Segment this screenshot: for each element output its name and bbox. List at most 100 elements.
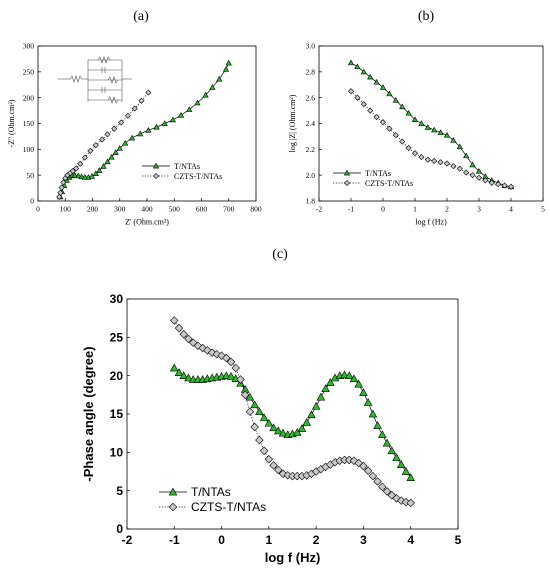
data-point: [292, 427, 302, 436]
data-point: [392, 132, 399, 139]
data-point: [401, 497, 411, 507]
data-point: [77, 160, 84, 167]
data-point: [349, 456, 359, 465]
data-point: [153, 123, 160, 130]
data-point: [264, 418, 274, 427]
data-point: [138, 97, 145, 104]
panel-label-b: (b): [418, 9, 435, 24]
x-tick-label: 700: [223, 205, 235, 214]
data-point: [184, 373, 193, 382]
plot-frame: [318, 45, 544, 202]
x-tick-label: 1: [266, 533, 273, 547]
data-point: [193, 341, 203, 350]
data-point: [373, 114, 380, 121]
data-point: [92, 142, 99, 149]
data-point: [354, 379, 364, 388]
data-point: [250, 400, 259, 409]
data-point: [344, 371, 354, 380]
x-axis-label: Z' (Ohm.cm²): [125, 218, 169, 227]
data-point: [69, 168, 76, 175]
data-point: [495, 181, 502, 188]
data-point: [469, 161, 476, 168]
data-point: [359, 461, 368, 471]
data-point: [307, 410, 316, 419]
data-point: [118, 119, 125, 126]
y-tick-label: 25: [110, 331, 124, 345]
data-point: [386, 90, 393, 97]
data-point: [437, 129, 444, 135]
data-point: [169, 116, 176, 123]
data-point: [170, 316, 179, 325]
data-point: [71, 171, 78, 178]
data-point: [378, 482, 387, 492]
y-tick-label: 0: [116, 522, 123, 536]
legend-label: T/NTAs: [191, 485, 231, 499]
x-tick-label: 600: [196, 205, 208, 214]
x-tick-label: -1: [348, 205, 354, 214]
x-axis-label: log f (Hz): [265, 550, 321, 565]
data-point: [463, 169, 470, 176]
data-point: [507, 183, 515, 190]
data-point: [363, 398, 373, 406]
data-point: [297, 424, 307, 432]
x-tick-label: 800: [250, 205, 262, 214]
y-tick-label: 300: [23, 42, 35, 51]
x-axis-label: log f (Hz): [415, 218, 447, 227]
x-tick-label: 0: [381, 205, 385, 214]
data-point: [104, 158, 111, 165]
data-point: [73, 165, 80, 172]
data-point: [240, 390, 250, 400]
data-point: [57, 189, 64, 196]
data-point: [386, 125, 393, 132]
data-point: [396, 460, 406, 468]
panel-label-a: (a): [133, 9, 149, 24]
data-point: [399, 103, 406, 110]
data-point: [87, 147, 94, 154]
data-point: [259, 446, 269, 456]
y-tick-label: 10: [110, 446, 124, 460]
y-axis-label: log |Z| (Ohm.cm²): [288, 94, 297, 152]
data-point: [274, 426, 283, 435]
data-point: [482, 177, 489, 184]
y-tick-label: 2.6: [306, 93, 316, 102]
data-point: [56, 193, 63, 200]
legend-label: CZTS-T/NTAs: [191, 500, 266, 514]
legend-marker: [168, 502, 178, 512]
data-point: [316, 392, 326, 401]
y-tick-label: 0: [30, 197, 34, 206]
x-tick-label: 2: [445, 205, 449, 214]
y-tick-label: 5: [116, 484, 123, 498]
data-point: [131, 105, 138, 112]
y-tick-label: 2.0: [306, 171, 316, 180]
y-tick-label: 2.2: [306, 145, 316, 154]
data-point: [302, 418, 311, 426]
data-point: [456, 143, 463, 150]
data-point: [431, 157, 438, 164]
data-point: [169, 363, 179, 372]
legend-label: CZTS-T/NTAs: [174, 172, 222, 181]
data-point: [245, 407, 255, 416]
data-point: [194, 99, 201, 106]
data-point: [186, 106, 193, 112]
bode-phase-plot: -2 -1 0 1 2 3 4 5 0 5 10 15 20 25 30 log f (Hz) -Phase a…: [81, 292, 462, 565]
data-point: [379, 84, 387, 90]
data-point: [278, 469, 288, 479]
data-point: [321, 384, 330, 393]
data-point: [387, 491, 397, 500]
data-point: [122, 139, 129, 146]
data-point: [405, 109, 412, 116]
data-point: [456, 165, 463, 172]
data-point: [401, 467, 411, 475]
data-point: [174, 368, 184, 376]
x-tick-label: 1: [413, 205, 417, 214]
data-point: [116, 145, 123, 151]
data-point: [108, 153, 115, 160]
data-point: [179, 330, 188, 339]
data-point: [418, 154, 425, 161]
y-tick-label: 250: [23, 67, 35, 76]
series-line: [350, 90, 512, 188]
data-point: [405, 145, 412, 152]
x-tick-label: 4: [407, 533, 414, 547]
y-tick-label: 50: [27, 171, 35, 180]
x-tick-label: 2: [313, 533, 320, 547]
